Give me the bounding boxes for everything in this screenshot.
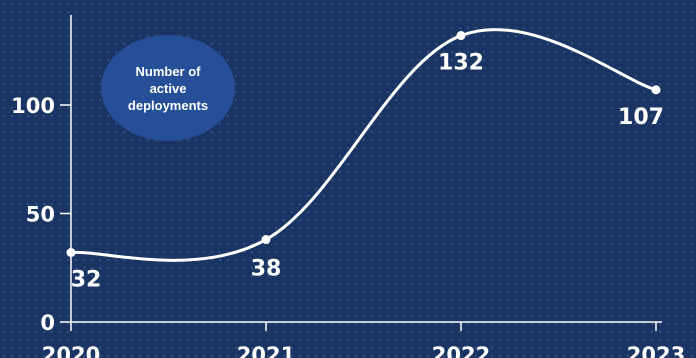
x-tick-label: 2020 xyxy=(42,343,100,358)
data-label: 107 xyxy=(618,105,664,130)
data-label: 38 xyxy=(251,257,282,282)
data-label: 32 xyxy=(71,268,102,293)
chart-title-badge: Number of active deployments xyxy=(101,35,235,141)
data-point xyxy=(456,31,466,41)
x-tick-label: 2021 xyxy=(237,343,295,358)
x-tick-label: 2023 xyxy=(627,343,685,358)
y-tick-label: 50 xyxy=(26,203,55,227)
data-point xyxy=(66,248,76,258)
data-point xyxy=(651,85,661,95)
y-tick-label: 100 xyxy=(11,94,55,118)
x-tick-label: 2022 xyxy=(432,343,490,358)
y-tick-label: 0 xyxy=(40,311,55,335)
data-point xyxy=(261,235,271,245)
chart-title: Number of active deployments xyxy=(127,63,209,113)
series-line xyxy=(70,28,657,262)
data-label: 132 xyxy=(438,51,484,76)
